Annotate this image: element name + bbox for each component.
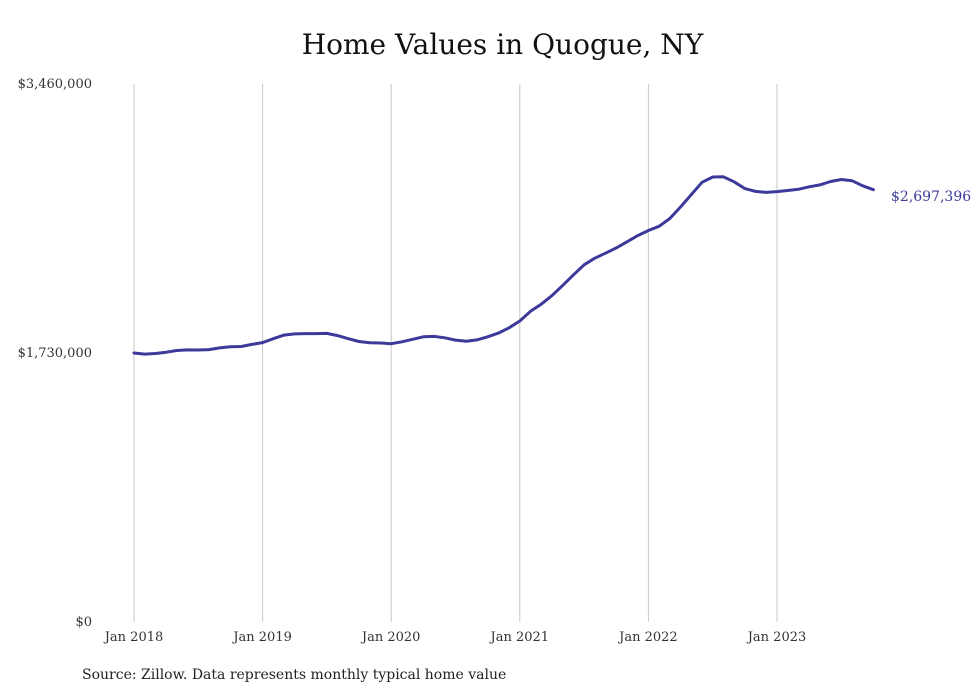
x-tick-label: Jan 2019 — [231, 630, 292, 645]
vertical-gridlines — [133, 84, 778, 622]
y-tick-label: $1,730,000 — [18, 346, 92, 361]
x-tick-label: Jan 2023 — [746, 630, 807, 645]
x-tick-label: Jan 2018 — [103, 630, 164, 645]
home-value-line — [132, 175, 875, 356]
x-axis-tick-labels: Jan 2018 Jan 2019 Jan 2020 Jan 2021 Jan 2022… — [103, 630, 807, 645]
source-note: Source: Zillow. Data represents monthly … — [82, 667, 507, 683]
latest-value-label: $2,697,396 — [891, 189, 971, 205]
x-tick-label: Jan 2022 — [617, 630, 678, 645]
y-axis-tick-labels: $0 $1,730,000 $3,460,000 — [18, 77, 92, 630]
x-tick-label: Jan 2020 — [360, 630, 421, 645]
chart-title: Home Values in Quogue, NY — [301, 28, 704, 61]
x-tick-label: Jan 2021 — [489, 630, 550, 645]
y-tick-label: $3,460,000 — [18, 77, 92, 92]
y-tick-label: $0 — [75, 615, 92, 630]
